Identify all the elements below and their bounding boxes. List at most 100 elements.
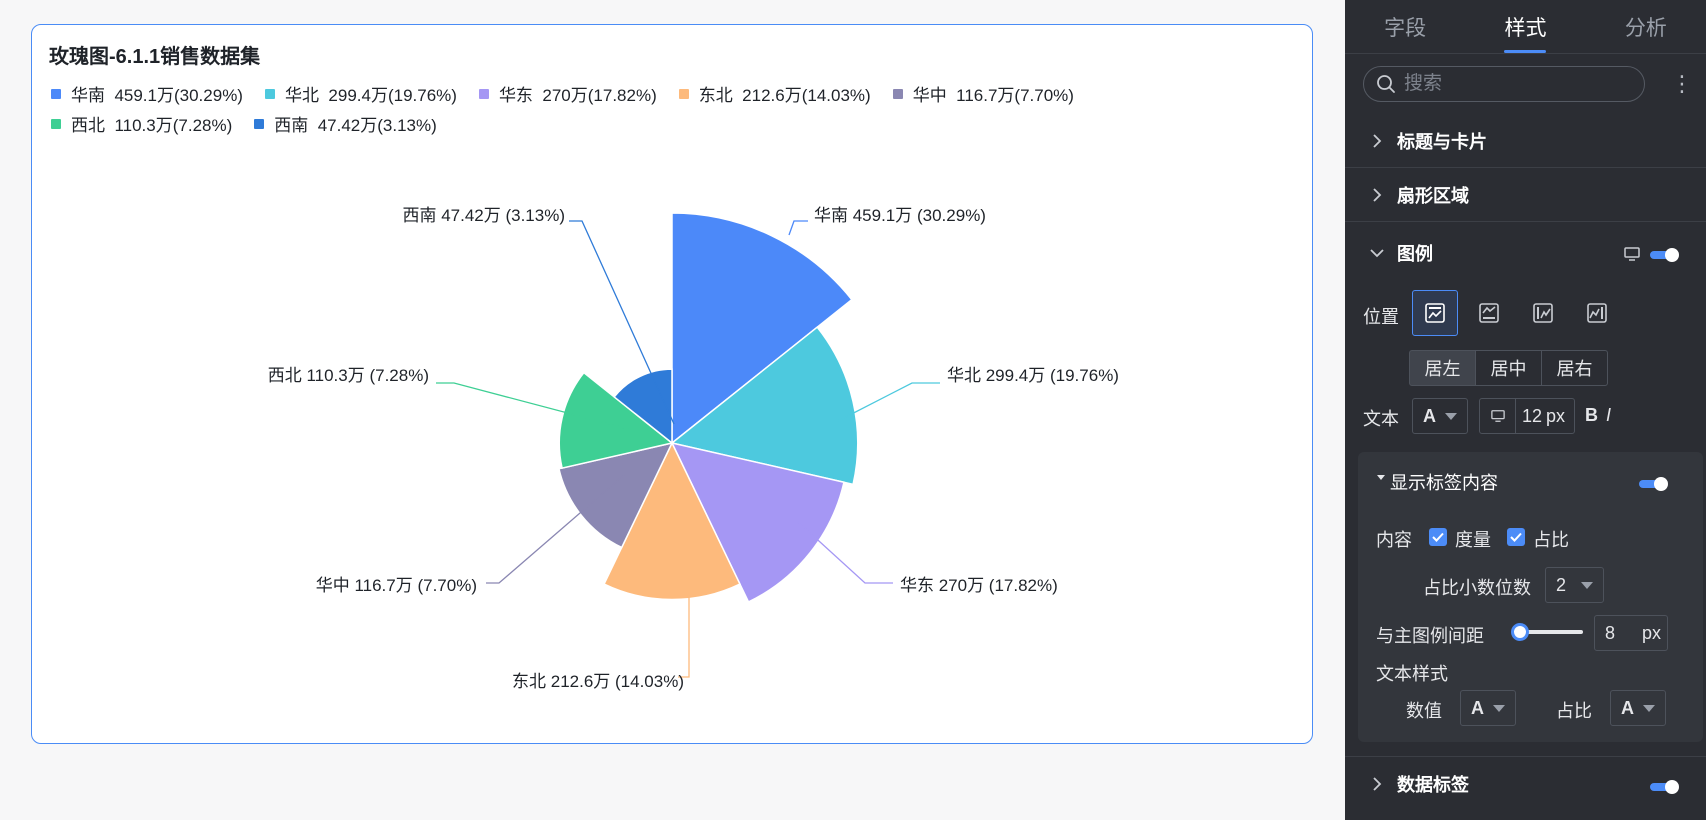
data-label: 西北 110.3万 (7.28%) [268,366,429,385]
value-color-select[interactable]: A [1460,690,1516,726]
position-label: 位置 [1363,307,1399,327]
section-title: 扇形区域 [1397,185,1469,206]
font-size-input[interactable]: 12 px [1479,398,1575,434]
ratio-label: 占比 [1533,530,1569,550]
section-title-card[interactable]: 标题与卡片 [1345,114,1706,168]
align-right-button[interactable]: 居右 [1541,350,1608,386]
value-glyph: A [1471,697,1484,718]
data-label: 东北 212.6万 (14.03%) [512,672,684,691]
decimals-select[interactable]: 2 [1545,567,1604,603]
rose-slice[interactable] [670,326,859,486]
legend-bottom-icon [1479,303,1499,323]
italic-button[interactable]: I [1606,405,1612,425]
position-right-button[interactable] [1574,290,1620,336]
legend-item[interactable]: 西南 47.42万(3.13%) [254,111,437,136]
legend-item[interactable]: 华南 459.1万(30.29%) [51,81,243,106]
rose-slice[interactable] [670,441,845,603]
legend-swatch [264,88,275,99]
legend-swatch [892,88,903,99]
style-panel: 字段 样式 分析 ⋮ 标题与卡片 扇形区域 图例 位置 [1345,0,1706,820]
align-left-button[interactable]: 居左 [1409,350,1476,386]
label-leader-line [796,520,893,584]
caret-down-icon[interactable] [1376,474,1386,482]
tab-fields[interactable]: 字段 [1384,16,1427,40]
legend-item[interactable]: 东北 212.6万(14.03%) [678,81,871,106]
legend-swatch [51,118,61,129]
section-title: 图例 [1397,244,1433,264]
section-sector-area[interactable]: 扇形区域 [1345,168,1706,222]
label-content-box: 显示标签内容 内容 度量 占比 占比小数位数 2 与主图例间距 8 px 文本样… [1358,452,1703,742]
toggle-knob [1654,477,1668,491]
rose-slice[interactable] [671,212,853,445]
chevron-right-icon [1373,187,1382,202]
measure-checkbox[interactable] [1429,528,1447,546]
text-style-label: 文本样式 [1376,664,1448,684]
rose-slice[interactable] [558,371,674,469]
ratio-glyph: A [1621,697,1634,718]
check-icon [1432,532,1444,542]
legend-label: 西北 110.3万(7.28%) [71,116,233,135]
font-color-select[interactable]: A [1412,398,1468,434]
legend-swatch [478,88,489,99]
legend-item[interactable]: 西北 110.3万(7.28%) [51,111,232,136]
section-legend[interactable]: 图例 [1345,226,1706,280]
check-icon [1510,532,1522,542]
section-title: 标题与卡片 [1397,131,1487,152]
legend-item[interactable]: 华北 299.4万(19.76%) [264,81,457,106]
font-size-value: 12 [1522,405,1543,426]
measure-label: 度量 [1455,530,1491,550]
legend-top-icon [1425,303,1445,323]
chevron-right-icon [1373,776,1382,791]
gap-label: 与主图例间距 [1376,626,1484,646]
gap-unit: px [1641,622,1661,643]
label-content-toggle[interactable] [1639,477,1668,491]
legend-item[interactable]: 华东 270万(17.82%) [478,81,657,106]
position-bottom-button[interactable] [1466,290,1512,336]
chart-card[interactable]: 玫瑰图-6.1.1销售数据集 华南 459.1万(30.29%) 华北 299.… [31,24,1313,744]
caret-down-icon [1445,413,1457,420]
caret-down-icon [1493,705,1505,712]
legend-swatch [51,88,61,99]
legend-label: 华北 299.4万(19.76%) [284,86,457,105]
section-title: 数据标签 [1397,774,1469,795]
legend-swatch [678,88,689,99]
desktop-icon[interactable] [1623,246,1641,262]
toggle-knob [1665,780,1679,794]
tab-analysis[interactable]: 分析 [1624,16,1667,40]
data-label: 西南 47.42万 (3.13%) [402,206,565,225]
legend-toggle[interactable] [1650,248,1679,262]
gap-input[interactable]: 8 px [1594,615,1668,651]
desktop-icon [1480,399,1516,433]
data-label: 华南 459.1万 (30.29%) [814,206,986,225]
data-label: 华北 299.4万 (19.76%) [947,366,1119,385]
decimals-value: 2 [1556,574,1567,595]
gap-slider-handle[interactable] [1511,623,1529,641]
data-labels-toggle[interactable] [1650,780,1679,794]
rose-chart: 华南 459.1万 (30.29%) 华北 299.4万 (19.76%) 华东 2… [268,206,1119,691]
chevron-right-icon [1373,133,1382,148]
tab-style[interactable]: 样式 [1465,0,1585,53]
chevron-down-icon [1370,249,1384,258]
label-leader-line [486,474,625,584]
search-box[interactable] [1363,66,1645,102]
section-data-labels[interactable]: 数据标签 [1345,756,1706,810]
rose-slice[interactable] [558,441,674,549]
search-input[interactable] [1404,73,1624,95]
gap-slider-track[interactable] [1517,630,1583,634]
legend-row-2: 西北 110.3万(7.28%) 西南 47.42万(3.13%) [51,111,459,136]
caret-down-icon [1581,582,1593,589]
gap-value: 8 [1605,622,1616,643]
position-top-button[interactable] [1412,290,1458,336]
ratio-checkbox[interactable] [1507,528,1525,546]
legend-label: 华中 116.7万(7.70%) [912,86,1074,105]
position-left-button[interactable] [1520,290,1566,336]
rose-slice[interactable] [603,441,741,601]
font-size-unit: px [1546,405,1566,426]
label-leader-line [788,220,808,236]
text-label: 文本 [1363,409,1399,429]
legend-item[interactable]: 华中 116.7万(7.70%) [892,81,1074,106]
align-center-button[interactable]: 居中 [1475,350,1542,386]
bold-button[interactable]: B [1585,405,1598,425]
ratio-color-select[interactable]: A [1610,690,1666,726]
more-options-button[interactable]: ⋮ [1671,71,1693,96]
